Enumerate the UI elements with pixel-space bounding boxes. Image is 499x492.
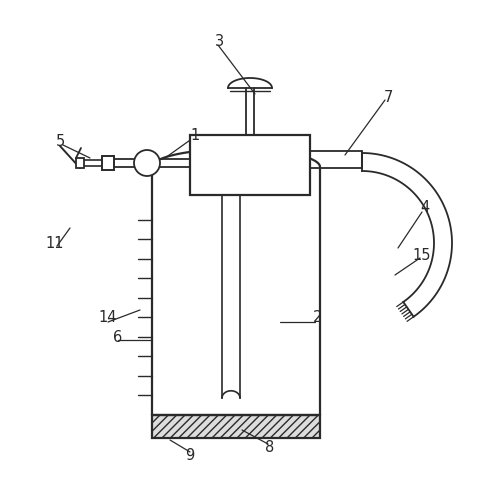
Text: 15: 15: [413, 247, 431, 263]
Text: 1: 1: [191, 127, 200, 143]
Text: 4: 4: [420, 201, 430, 215]
Text: 6: 6: [113, 331, 123, 345]
Text: 14: 14: [99, 310, 117, 326]
Text: 2: 2: [313, 310, 323, 326]
Bar: [152, 415, 320, 438]
Bar: [102, 156, 114, 170]
Text: 11: 11: [46, 236, 64, 250]
Text: 3: 3: [216, 34, 225, 50]
Ellipse shape: [134, 150, 160, 176]
Bar: [190, 135, 310, 195]
Bar: [76, 158, 84, 168]
Text: 8: 8: [265, 439, 274, 455]
Text: 5: 5: [55, 134, 65, 150]
Text: 7: 7: [383, 91, 393, 105]
Text: 9: 9: [185, 448, 195, 462]
